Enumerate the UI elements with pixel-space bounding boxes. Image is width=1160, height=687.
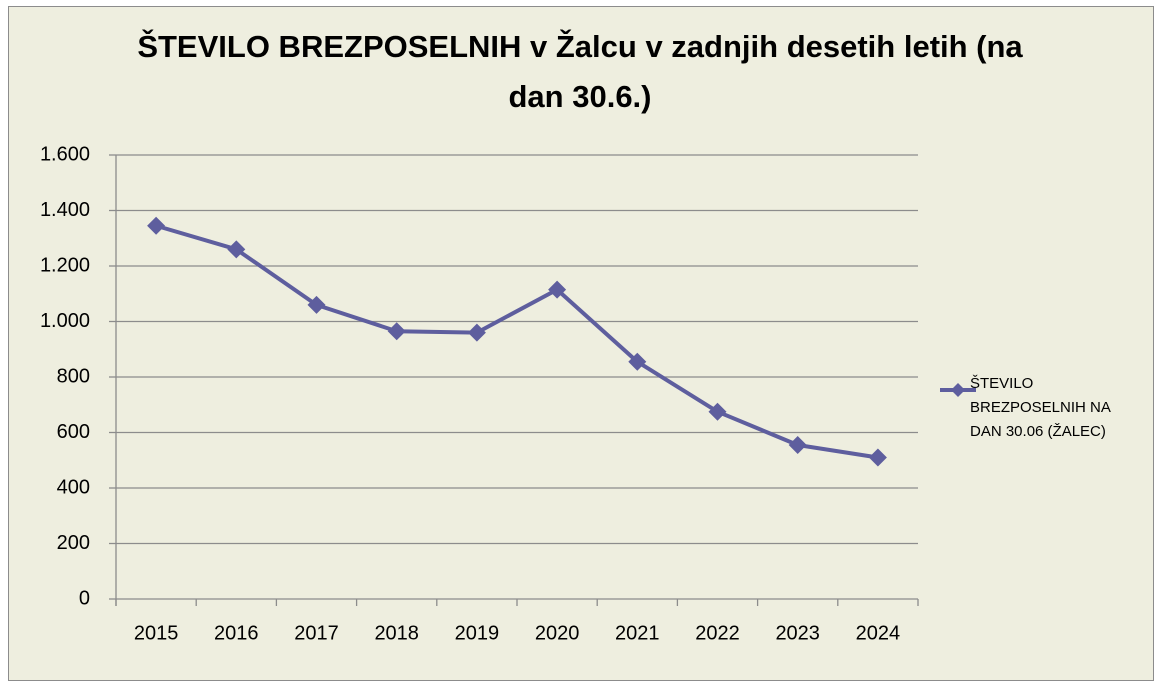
legend-label: ŠTEVILO BREZPOSELNIH NA DAN 30.06 (ŽALEC… (970, 375, 1111, 440)
chart-title: ŠTEVILO BREZPOSELNIH v Žalcu v zadnjih d… (137, 29, 1023, 114)
y-tick-label: 0 (79, 587, 90, 609)
x-tick-label: 2015 (134, 622, 179, 644)
y-tick-label: 1.000 (40, 310, 90, 332)
y-tick-label: 800 (57, 365, 90, 387)
y-tick-label: 400 (57, 476, 90, 498)
x-tick-label: 2019 (455, 622, 500, 644)
marker (387, 322, 406, 341)
x-tick-label: 2018 (374, 622, 419, 644)
x-tick-label: 2021 (615, 622, 660, 644)
x-tick-label: 2016 (214, 622, 259, 644)
marker (628, 352, 647, 371)
x-tick-label: 2017 (294, 622, 339, 644)
marker (227, 240, 246, 259)
marker (548, 280, 567, 299)
chart-area (8, 6, 1154, 681)
x-tick-label: 2022 (695, 622, 740, 644)
y-tick-label: 1.400 (40, 199, 90, 221)
y-tick-label: 200 (57, 532, 90, 554)
marker (708, 402, 727, 421)
y-tick-label: 1.600 (40, 143, 90, 165)
marker (307, 295, 326, 314)
legend-marker (951, 383, 965, 397)
marker (788, 435, 807, 454)
x-tick-label: 2023 (775, 622, 820, 644)
y-tick-label: 1.200 (40, 254, 90, 276)
y-tick-label: 600 (57, 421, 90, 443)
marker (868, 448, 887, 467)
line (155, 223, 879, 460)
x-tick-label: 2024 (856, 622, 901, 644)
marker (147, 216, 166, 235)
x-tick-label: 2020 (535, 622, 580, 644)
marker (467, 323, 486, 342)
